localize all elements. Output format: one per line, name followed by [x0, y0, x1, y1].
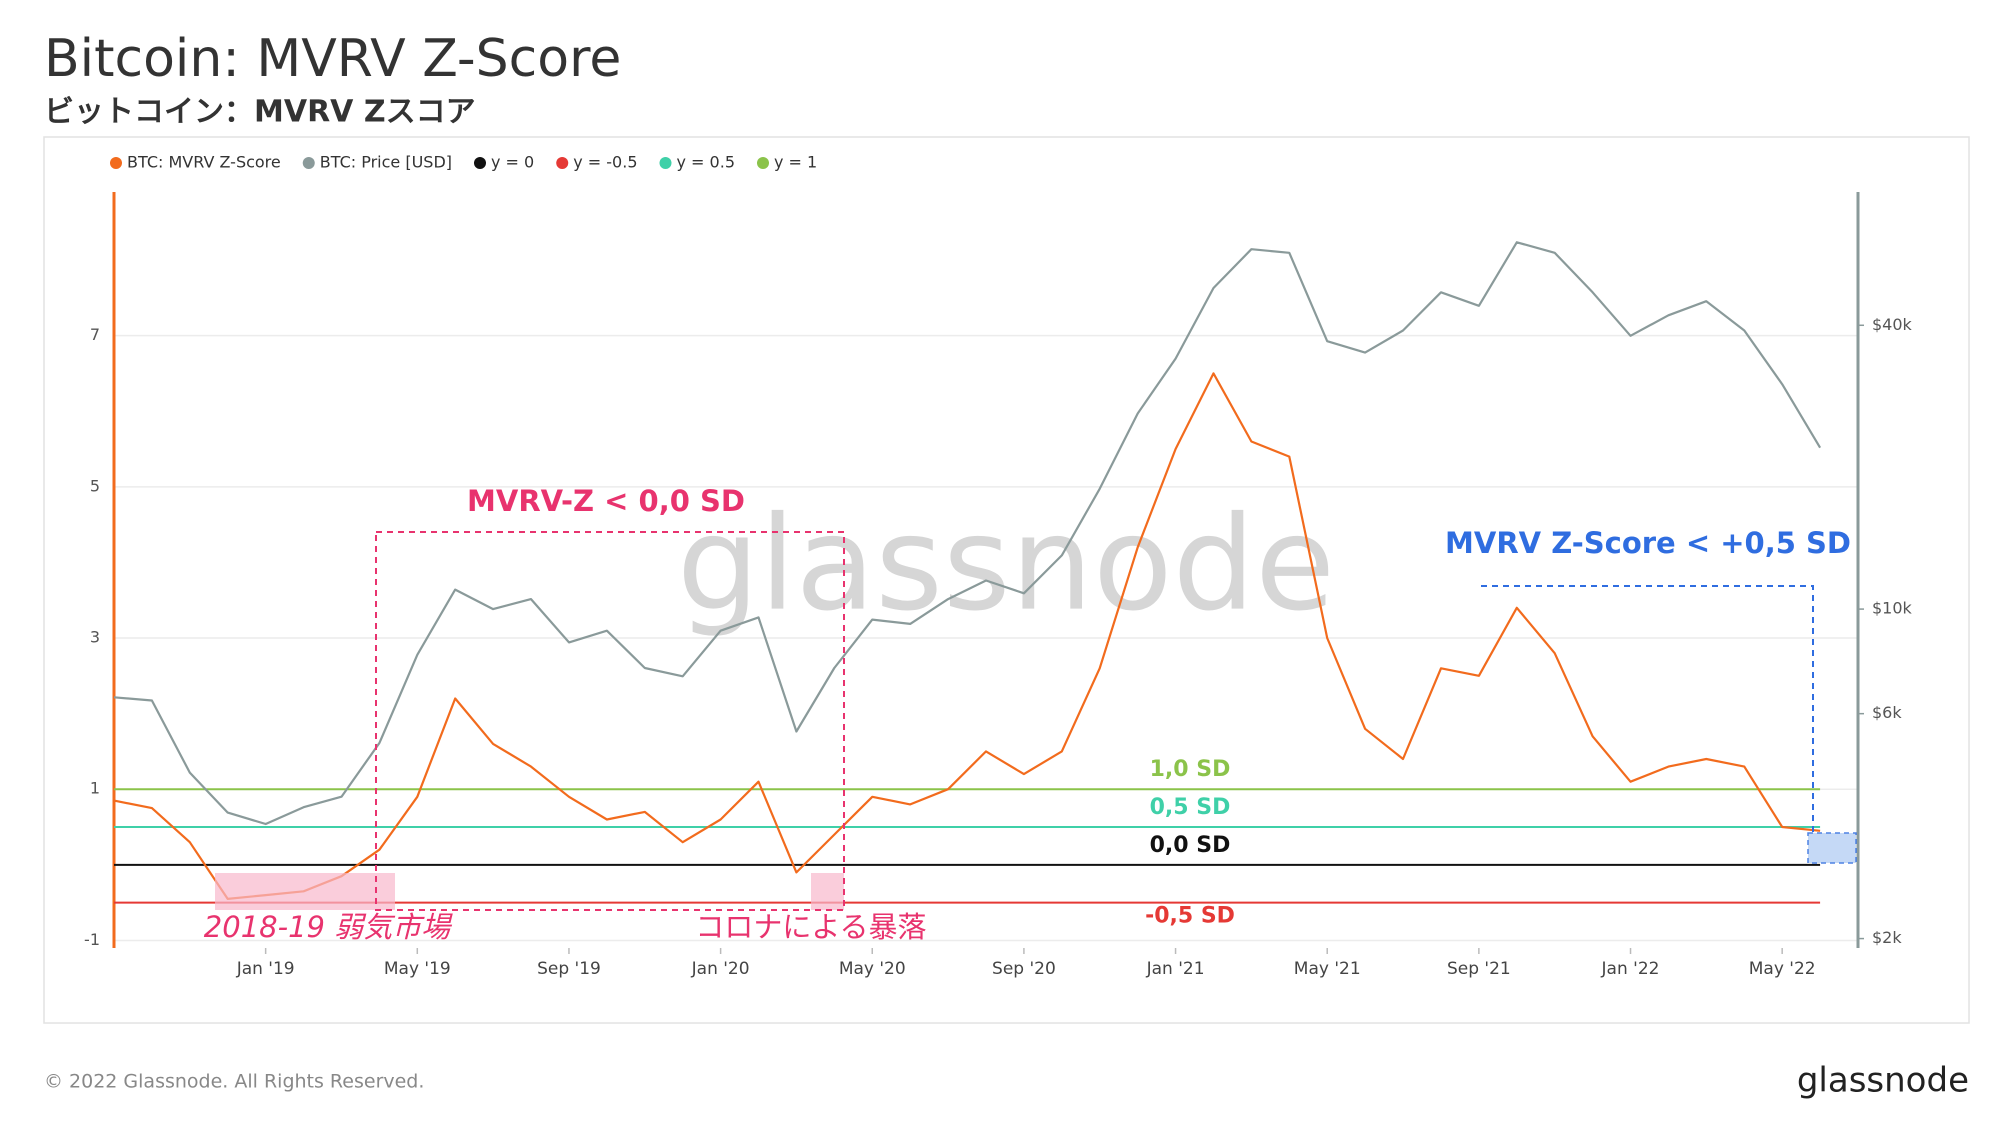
annotation: 2018-19 弱気市場 [204, 910, 453, 944]
legend-dot [474, 157, 486, 169]
y2-tick-label: $40k [1872, 315, 1913, 334]
chart-panel [43, 136, 1970, 1024]
legend-label: y = -0.5 [573, 153, 637, 172]
reference-label: 1,0 SD [1150, 757, 1231, 782]
y2-tick-label: $10k [1872, 599, 1913, 618]
annotation: MVRV Z-Score < +0,5 SD [1445, 526, 1851, 560]
x-tick-label: Jan '21 [1146, 959, 1205, 979]
subtitle: ビットコイン：MVRV Zスコア [44, 95, 476, 130]
reference-label: 0,5 SD [1150, 795, 1231, 820]
annotation-box [375, 531, 845, 911]
legend-label: y = 1 [774, 153, 817, 172]
y-tick-label: 5 [90, 476, 100, 495]
copyright: © 2022 Glassnode. All Rights Reserved. [44, 1071, 424, 1093]
title: Bitcoin: MVRV Z-Score [44, 29, 621, 89]
annotation: コロナによる暴落 [695, 910, 926, 944]
y2-tick-label: $6k [1872, 703, 1902, 722]
y-tick-label: 1 [90, 779, 100, 798]
covid-zone [811, 873, 844, 910]
x-tick-label: Sep '21 [1447, 959, 1511, 979]
x-tick-label: Sep '19 [537, 959, 601, 979]
watermark: glassnode [677, 488, 1335, 640]
x-tick-label: May '20 [839, 959, 906, 979]
current-zone [1807, 832, 1857, 864]
logo: glassnode [1797, 1061, 1969, 1101]
series-line [113, 372, 1821, 900]
y-tick-label: -1 [84, 930, 100, 949]
annotation-bracket [1481, 585, 1814, 833]
x-tick-label: May '22 [1749, 959, 1816, 979]
legend-label: BTC: MVRV Z-Score [127, 153, 281, 172]
annotation: MVRV-Z < 0,0 SD [467, 484, 745, 518]
reference-label: 0,0 SD [1150, 833, 1231, 858]
legend-dot [110, 157, 122, 169]
legend-label: BTC: Price [USD] [320, 153, 452, 172]
legend-label: y = 0.5 [677, 153, 736, 172]
legend-dot [556, 157, 569, 169]
series-line [113, 241, 1822, 826]
x-tick-label: Jan '22 [1601, 959, 1660, 979]
y-tick-label: 7 [90, 325, 100, 344]
reference-label: -0,5 SD [1145, 904, 1235, 929]
legend-dot [302, 157, 315, 169]
x-tick-label: Sep '20 [992, 959, 1056, 979]
x-tick-label: May '19 [384, 959, 451, 979]
x-tick-label: Jan '20 [691, 959, 750, 979]
legend-dot [659, 157, 672, 169]
x-tick-label: Jan '19 [236, 959, 295, 979]
x-tick-label: May '21 [1294, 959, 1361, 979]
y2-tick-label: $2k [1872, 928, 1902, 947]
legend-label: y = 0 [491, 153, 534, 172]
y-tick-label: 3 [90, 628, 100, 647]
plot: -1 1 3 5 7 $2k $6k $10k $40k Jan '19 May '19 Sep '1… [84, 153, 1912, 980]
bear-market-zone [215, 873, 395, 910]
legend-dot [757, 157, 769, 169]
